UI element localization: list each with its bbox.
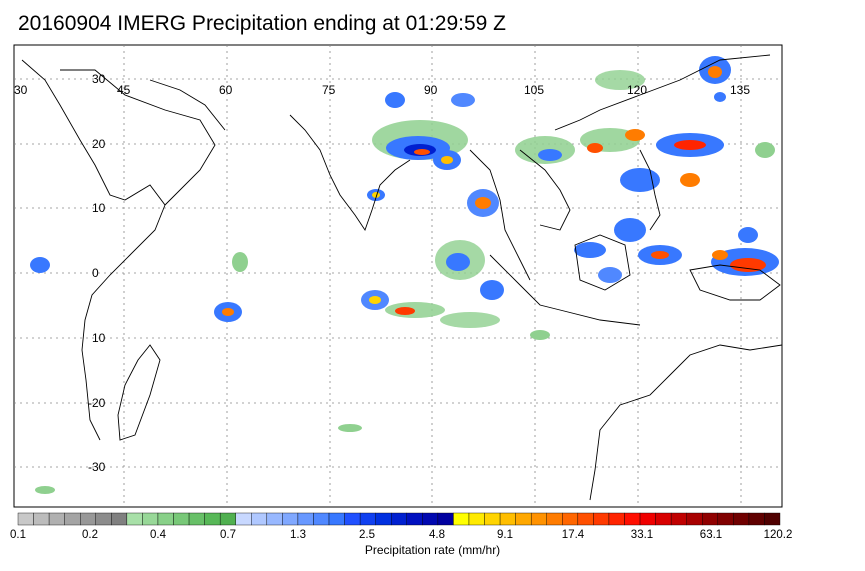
cbar-tick-4: 1.3 [290, 529, 306, 541]
colorbar-swatch [48, 512, 65, 526]
colorbar-swatch [546, 512, 563, 526]
lon-label-60: 60 [219, 83, 233, 97]
map-frame [13, 44, 783, 508]
colorbar-swatch [484, 512, 501, 526]
colorbar-swatch [670, 512, 687, 526]
colorbar-swatch [764, 512, 781, 526]
colorbar-swatch [328, 512, 345, 526]
colorbar-swatch [111, 512, 128, 526]
colorbar-swatch [188, 512, 205, 526]
colorbar-swatch [437, 512, 454, 526]
colorbar-title: Precipitation rate (mm/hr) [364, 543, 501, 557]
colorbar-swatch [375, 512, 392, 526]
colorbar-swatch [686, 512, 703, 526]
colorbar-swatch [173, 512, 190, 526]
colorbar-swatch [593, 512, 610, 526]
colorbar-swatch [577, 512, 594, 526]
longitude-labels: 30 45 60 75 90 105 120 135 [14, 83, 750, 97]
colorbar-swatch [313, 512, 330, 526]
colorbar-swatch [422, 512, 439, 526]
cbar-tick-0: 0.1 [10, 529, 26, 541]
colorbar-swatch [406, 512, 423, 526]
colorbar-swatch [655, 512, 672, 526]
latitude-labels: 30 20 10 0 10 -20 -30 [88, 72, 106, 474]
colorbar-swatch [142, 512, 159, 526]
colorbar-swatch [562, 512, 579, 526]
colorbar-swatch [468, 512, 485, 526]
colorbar-swatch [515, 512, 532, 526]
colorbar-swatch [17, 512, 34, 526]
lat-label-minus20: -20 [88, 396, 106, 410]
cbar-tick-7: 9.1 [497, 529, 513, 541]
colorbar-swatch [95, 512, 112, 526]
colorbar-swatch [64, 512, 81, 526]
lat-label-0: 0 [92, 266, 99, 280]
coastlines [21, 54, 783, 501]
cbar-tick-11: 120.2 [763, 529, 793, 541]
cbar-tick-6: 4.8 [429, 529, 445, 541]
colorbar-swatch [530, 512, 547, 526]
colorbar-swatch [33, 512, 50, 526]
colorbar-swatch [453, 512, 470, 526]
colorbar-swatch [344, 512, 361, 526]
colorbar-swatch [235, 512, 252, 526]
lon-label-120: 120 [627, 83, 647, 97]
colorbar-swatch [608, 512, 625, 526]
lat-label-30: 30 [92, 72, 106, 86]
lat-label-10s: 10 [92, 331, 106, 345]
colorbar-swatch [297, 512, 314, 526]
colorbar-swatch [639, 512, 656, 526]
colorbar-swatch [157, 512, 174, 526]
lon-label-135: 135 [730, 83, 750, 97]
lat-label-minus30: -30 [88, 460, 106, 474]
cbar-tick-1: 0.2 [82, 529, 98, 541]
cbar-tick-3: 0.7 [220, 529, 236, 541]
lon-label-30: 30 [14, 83, 28, 97]
colorbar-swatch [748, 512, 765, 526]
cbar-tick-8: 17.4 [561, 529, 585, 541]
lon-label-45: 45 [117, 83, 131, 97]
colorbar-swatch [391, 512, 407, 526]
precipitation-field [30, 56, 779, 494]
colorbar-swatch [204, 512, 221, 526]
colorbar-swatch [717, 512, 734, 526]
colorbar-swatch [251, 512, 268, 526]
cbar-tick-9: 33.1 [630, 529, 654, 541]
colorbar-swatch [499, 512, 516, 526]
map-title: 20160904 IMERG Precipitation ending at 0… [18, 12, 506, 35]
cbar-tick-5: 2.5 [359, 529, 375, 541]
colorbar-swatch [359, 512, 376, 526]
colorbar [17, 512, 781, 526]
cbar-tick-10: 63.1 [699, 529, 723, 541]
lat-label-20: 20 [92, 137, 106, 151]
colorbar-swatch [733, 512, 750, 526]
cbar-tick-2: 0.4 [150, 529, 166, 541]
lon-label-90: 90 [424, 83, 438, 97]
colorbar-swatch [282, 512, 299, 526]
colorbar-swatch [266, 512, 283, 526]
colorbar-swatch [702, 512, 718, 526]
colorbar-swatch [126, 512, 143, 526]
colorbar-swatch [624, 512, 641, 526]
colorbar-swatch [219, 512, 236, 526]
lon-label-75: 75 [322, 83, 336, 97]
colorbar-swatch [79, 512, 96, 526]
lon-label-105: 105 [524, 83, 544, 97]
lat-label-10: 10 [92, 201, 106, 215]
